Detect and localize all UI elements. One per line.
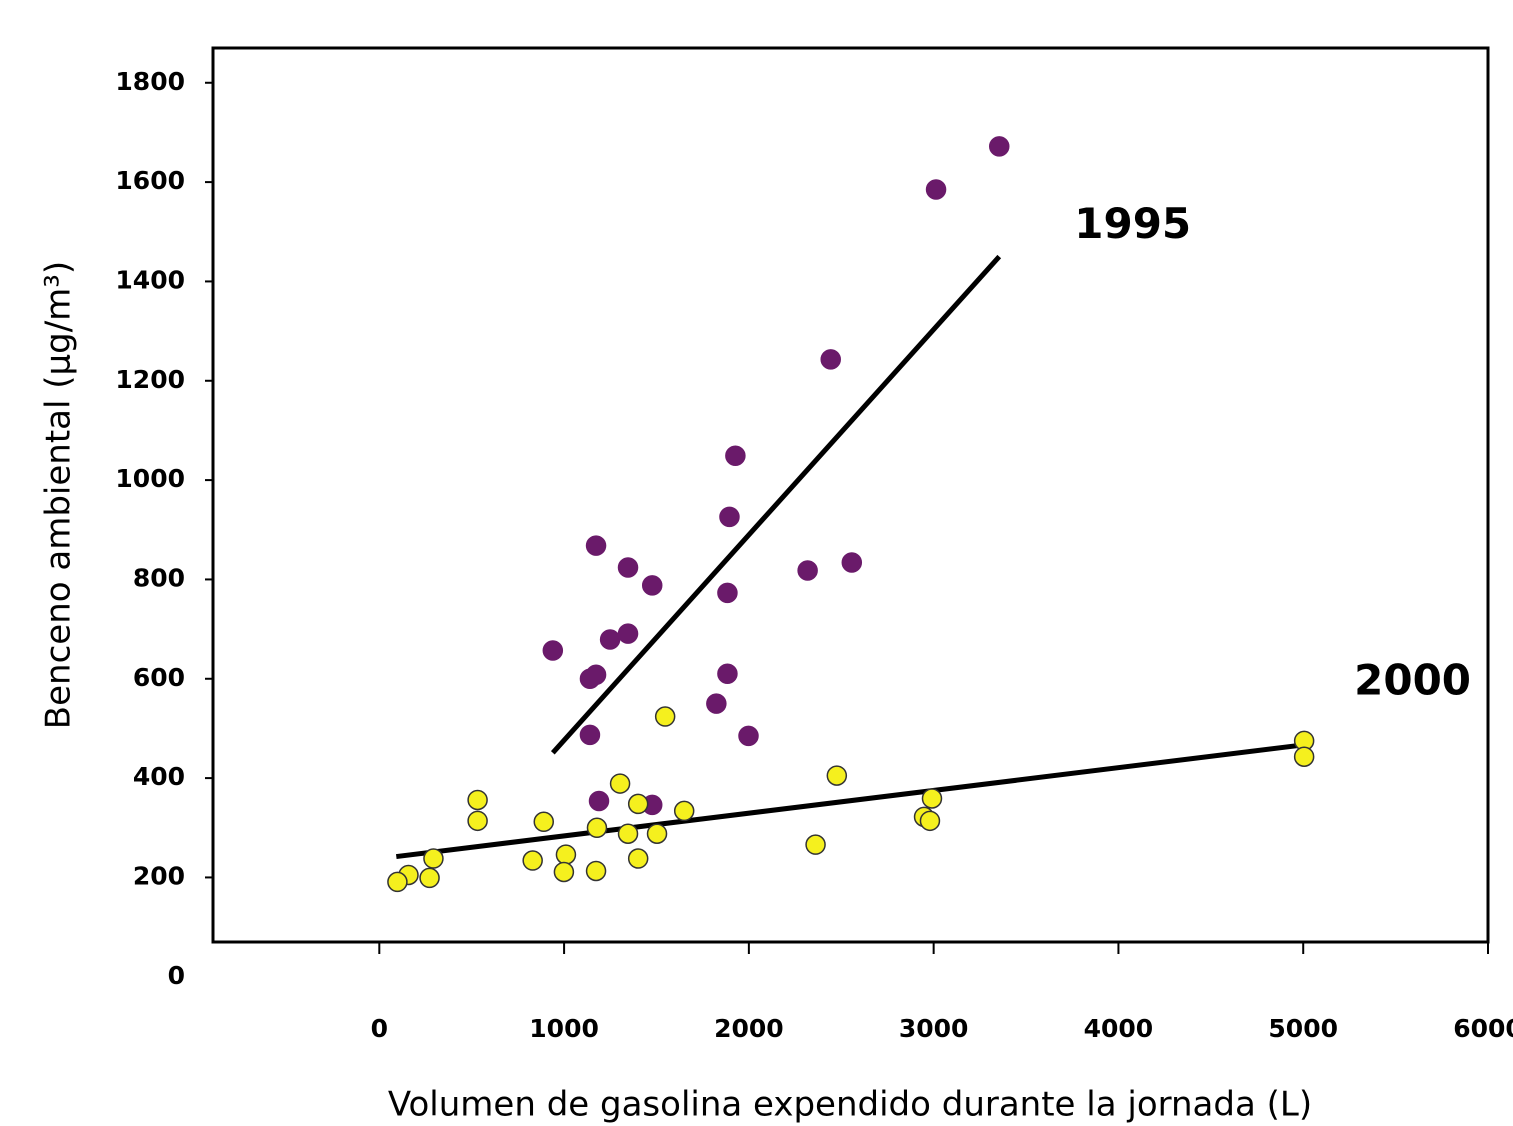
point: [579, 724, 601, 746]
point: [609, 773, 631, 794]
x-tick-label: 1000: [529, 1014, 599, 1043]
plot-frame: [211, 46, 1490, 944]
series-label: 2000: [1354, 655, 1471, 704]
point: [673, 800, 695, 822]
point: [919, 810, 941, 832]
trend-line: [550, 254, 1002, 755]
point: [719, 506, 740, 528]
x-tick-label: 0: [371, 1014, 388, 1043]
point: [641, 575, 663, 596]
point: [1293, 746, 1315, 767]
point: [989, 136, 1010, 157]
y-tick-label: 1400: [115, 265, 185, 294]
point: [738, 725, 759, 747]
point: [467, 789, 488, 811]
point: [797, 560, 818, 581]
point: [387, 871, 408, 893]
y-tick-label: 1600: [115, 166, 185, 195]
point: [419, 867, 440, 889]
point: [646, 823, 668, 844]
point: [841, 552, 863, 573]
point: [586, 817, 608, 839]
point: [585, 535, 607, 556]
point: [553, 861, 575, 883]
point: [627, 848, 649, 869]
point: [423, 848, 444, 869]
y-tick-label: 0: [168, 961, 185, 990]
point: [522, 850, 543, 871]
point: [588, 790, 610, 812]
point: [725, 445, 746, 467]
y-tick-label: 200: [133, 861, 185, 890]
point: [627, 793, 649, 815]
point: [706, 693, 727, 714]
y-tick-label: 600: [133, 663, 185, 692]
point: [617, 823, 639, 844]
point: [555, 844, 577, 865]
point: [542, 640, 564, 661]
point: [805, 834, 826, 855]
point: [617, 557, 639, 578]
x-tick-label: 2000: [714, 1014, 784, 1043]
y-tick-label: 400: [133, 762, 185, 791]
point: [717, 663, 738, 685]
y-axis-title: Benceno ambiental (μg/m³): [39, 261, 79, 729]
point: [654, 706, 676, 727]
y-tick-label: 1000: [115, 464, 185, 493]
x-tick-label: 4000: [1084, 1014, 1154, 1043]
point: [585, 860, 607, 882]
point: [826, 765, 848, 786]
x-tick-label: 3000: [899, 1014, 969, 1043]
point: [617, 623, 639, 644]
y-tick-label: 1200: [115, 365, 185, 394]
point: [585, 664, 607, 686]
point: [921, 788, 943, 809]
x-tick-label: 6000: [1453, 1014, 1513, 1043]
point: [925, 179, 947, 200]
y-tick-label: 800: [133, 563, 185, 592]
x-tick-label: 5000: [1268, 1014, 1338, 1043]
point: [533, 811, 555, 833]
point: [467, 810, 488, 832]
y-tick-label: 1800: [115, 67, 185, 96]
trend-line: [395, 742, 1305, 860]
point: [599, 629, 621, 650]
point: [717, 582, 738, 604]
x-axis-title: Volumen de gasolina expendido durante la…: [388, 1085, 1312, 1125]
point: [820, 349, 841, 370]
series-label: 1995: [1074, 199, 1191, 248]
